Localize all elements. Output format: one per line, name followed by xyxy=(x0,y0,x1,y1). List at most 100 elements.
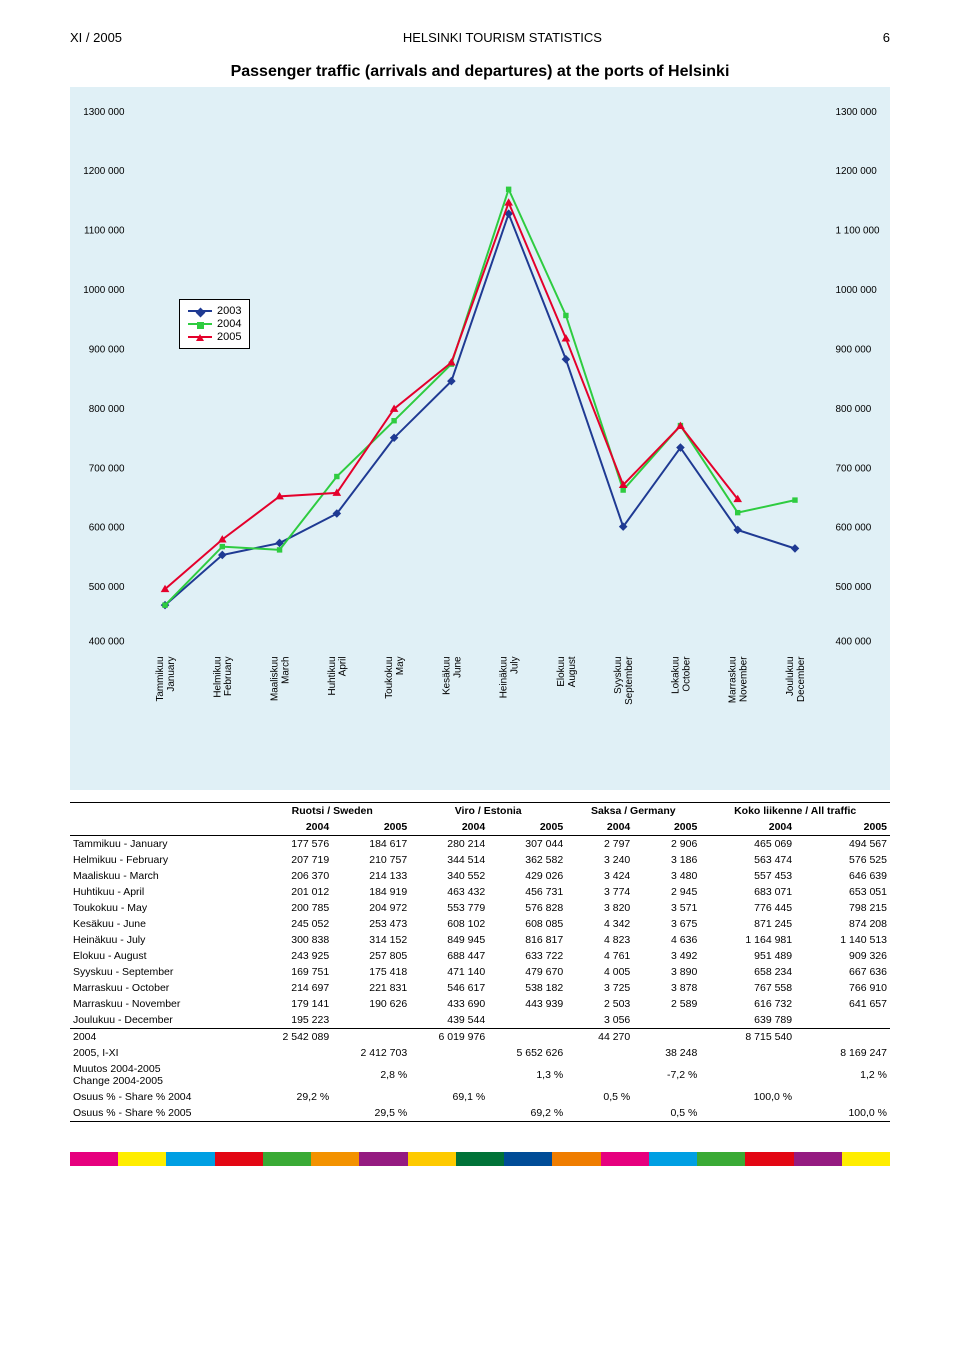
row-label: Maaliskuu - March xyxy=(70,868,254,884)
cell: 207 719 xyxy=(254,852,332,868)
svg-text:Lokakuu: Lokakuu xyxy=(670,656,681,693)
footer-color-cell xyxy=(504,1152,552,1166)
footer-color-cell xyxy=(456,1152,504,1166)
cell: 340 552 xyxy=(410,868,488,884)
svg-text:August: August xyxy=(567,656,578,687)
cell xyxy=(566,1045,633,1061)
svg-text:1200 000: 1200 000 xyxy=(835,166,877,177)
cell: 433 690 xyxy=(410,996,488,1012)
legend-label: 2005 xyxy=(217,331,241,343)
svg-text:Maaliskuu: Maaliskuu xyxy=(270,656,281,701)
cell: 3 424 xyxy=(566,868,633,884)
cell xyxy=(700,1045,795,1061)
svg-text:1 100 000: 1 100 000 xyxy=(835,226,880,237)
cell: 1 164 981 xyxy=(700,932,795,948)
cell: 538 182 xyxy=(488,980,566,996)
svg-text:1300 000: 1300 000 xyxy=(83,107,125,118)
cell: 616 732 xyxy=(700,996,795,1012)
footer-color-cell xyxy=(745,1152,793,1166)
cell: 8 169 247 xyxy=(795,1045,890,1061)
data-table: Ruotsi / SwedenViro / EstoniaSaksa / Ger… xyxy=(70,802,890,1122)
page-header: XI / 2005 HELSINKI TOURISM STATISTICS 6 xyxy=(70,30,890,45)
svg-text:Syyskuu: Syyskuu xyxy=(613,656,624,693)
cell: 221 831 xyxy=(332,980,410,996)
cell xyxy=(488,1029,566,1046)
cell: 2 589 xyxy=(633,996,700,1012)
cell: 1 140 513 xyxy=(795,932,890,948)
cell xyxy=(254,1105,332,1122)
svg-text:600 000: 600 000 xyxy=(835,523,871,534)
cell: 300 838 xyxy=(254,932,332,948)
cell: 5 652 626 xyxy=(488,1045,566,1061)
legend-item: 2005 xyxy=(188,331,241,343)
cell: 776 445 xyxy=(700,900,795,916)
cell: 169 751 xyxy=(254,964,332,980)
cell: 3 492 xyxy=(633,948,700,964)
cell: 798 215 xyxy=(795,900,890,916)
svg-text:700 000: 700 000 xyxy=(89,463,125,474)
cell: 553 779 xyxy=(410,900,488,916)
svg-text:400 000: 400 000 xyxy=(89,637,125,648)
cell: 576 525 xyxy=(795,852,890,868)
svg-text:December: December xyxy=(796,656,807,702)
row-label: Elokuu - August xyxy=(70,948,254,964)
svg-text:700 000: 700 000 xyxy=(835,463,871,474)
cell xyxy=(254,1045,332,1061)
cell: 100,0 % xyxy=(795,1105,890,1122)
row-label: Marraskuu - October xyxy=(70,980,254,996)
svg-text:1300 000: 1300 000 xyxy=(835,107,877,118)
svg-text:June: June xyxy=(452,656,463,678)
cell: 2 542 089 xyxy=(254,1029,332,1046)
cell: 653 051 xyxy=(795,884,890,900)
footer-color-cell xyxy=(649,1152,697,1166)
cell: 563 474 xyxy=(700,852,795,868)
cell: 3 890 xyxy=(633,964,700,980)
cell: 184 919 xyxy=(332,884,410,900)
svg-text:1200 000: 1200 000 xyxy=(83,166,125,177)
cell: 683 071 xyxy=(700,884,795,900)
cell: 3 675 xyxy=(633,916,700,932)
cell: 38 248 xyxy=(633,1045,700,1061)
cell: 200 785 xyxy=(254,900,332,916)
cell: 639 789 xyxy=(700,1012,795,1029)
cell xyxy=(566,1061,633,1089)
footer-color-cell xyxy=(794,1152,842,1166)
svg-text:Kesäkuu: Kesäkuu xyxy=(441,656,452,695)
cell: 314 152 xyxy=(332,932,410,948)
cell: 214 697 xyxy=(254,980,332,996)
cell: 641 657 xyxy=(795,996,890,1012)
chart-container: 1300 000 1300 000 1200 000 1200 000 1100 000… xyxy=(70,87,890,790)
row-label: Helmikuu - February xyxy=(70,852,254,868)
cell: 874 208 xyxy=(795,916,890,932)
cell xyxy=(795,1029,890,1046)
cell: 257 805 xyxy=(332,948,410,964)
svg-text:September: September xyxy=(624,656,635,705)
cell: 29,2 % xyxy=(254,1089,332,1105)
svg-text:1100 000: 1100 000 xyxy=(84,226,125,237)
cell: 465 069 xyxy=(700,836,795,853)
cell xyxy=(633,1012,700,1029)
cell xyxy=(795,1012,890,1029)
cell: 429 026 xyxy=(488,868,566,884)
row-label: Tammikuu - January xyxy=(70,836,254,853)
cell: 8 715 540 xyxy=(700,1029,795,1046)
cell xyxy=(332,1029,410,1046)
cell: 909 326 xyxy=(795,948,890,964)
footer-color-cell xyxy=(70,1152,118,1166)
row-label: Kesäkuu - June xyxy=(70,916,254,932)
svg-text:900 000: 900 000 xyxy=(835,344,871,355)
svg-text:July: July xyxy=(510,656,521,674)
svg-text:February: February xyxy=(223,656,234,696)
cell: 100,0 % xyxy=(700,1089,795,1105)
cell: 4 636 xyxy=(633,932,700,948)
cell xyxy=(410,1045,488,1061)
svg-text:800 000: 800 000 xyxy=(89,404,125,415)
cell xyxy=(254,1061,332,1089)
cell: 658 234 xyxy=(700,964,795,980)
cell: 849 945 xyxy=(410,932,488,948)
cell: 201 012 xyxy=(254,884,332,900)
cell: 44 270 xyxy=(566,1029,633,1046)
cell: 456 731 xyxy=(488,884,566,900)
legend-label: 2003 xyxy=(217,305,241,317)
cell: 195 223 xyxy=(254,1012,332,1029)
